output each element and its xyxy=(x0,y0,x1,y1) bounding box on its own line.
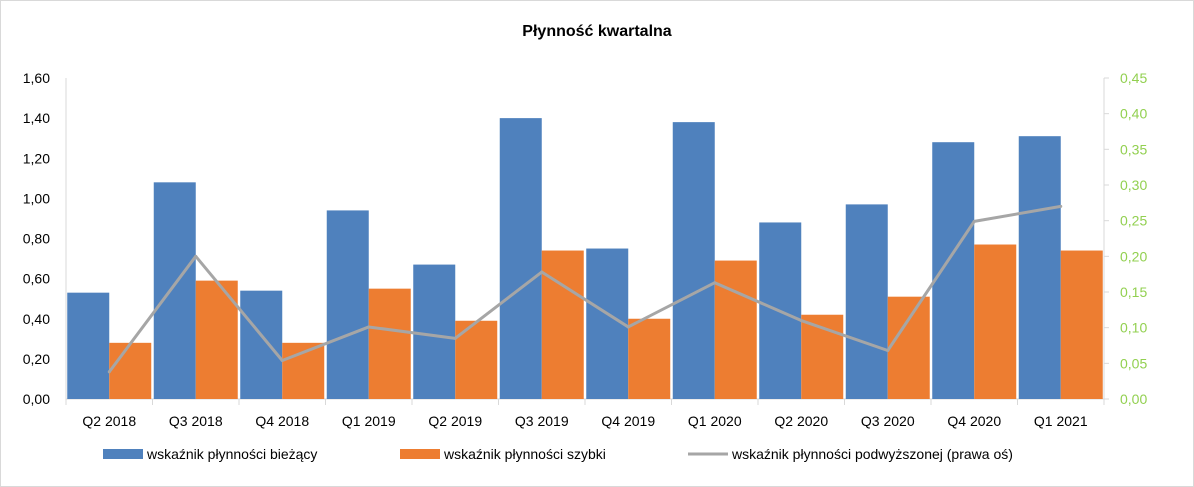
line-podwyzszonej xyxy=(108,204,1062,373)
x-tick-label: Q1 2020 xyxy=(688,413,742,429)
x-tick-label: Q4 2019 xyxy=(601,413,655,429)
y2-tick-label: 0,15 xyxy=(1120,284,1147,300)
bar-biezacy xyxy=(413,264,456,399)
x-tick-label: Q3 2018 xyxy=(169,413,223,429)
line-point xyxy=(886,348,890,352)
bar-szybki xyxy=(109,342,152,399)
y-tick-label: 1,00 xyxy=(23,190,50,206)
bar-biezacy xyxy=(499,118,542,399)
y2-tick-label: 0,10 xyxy=(1120,320,1147,336)
axes: 0,00 0,20 0,40 0,60 0,80 1,00 1,20 1,40 1,60 0,00… xyxy=(23,70,1148,429)
line-point xyxy=(972,219,976,223)
y2-tick-label: 0,05 xyxy=(1120,355,1147,371)
line-point xyxy=(453,336,457,340)
y2-tick-label: 0,25 xyxy=(1120,213,1147,229)
y-tick-label: 0,40 xyxy=(23,311,50,327)
line-point xyxy=(540,270,544,274)
y-tick-label: 0,60 xyxy=(23,271,50,287)
y2-tick-label: 0,30 xyxy=(1120,177,1147,193)
bar-biezacy xyxy=(67,292,110,399)
bars xyxy=(67,118,1103,399)
legend-swatch xyxy=(103,449,143,459)
y2-tick-label: 0,20 xyxy=(1120,248,1147,264)
y2-tick-label: 0,45 xyxy=(1120,70,1147,86)
x-tick-label: Q2 2018 xyxy=(82,413,136,429)
y-tick-label: 1,20 xyxy=(23,150,50,166)
x-tick-label: Q4 2018 xyxy=(255,413,309,429)
bar-biezacy xyxy=(932,142,975,399)
bar-szybki xyxy=(714,260,757,399)
bar-szybki xyxy=(974,244,1017,399)
legend-label: wskaźnik płynności bieżący xyxy=(146,446,317,462)
y2-tick-label: 0,00 xyxy=(1120,391,1147,407)
y2-tick-label: 0,35 xyxy=(1120,141,1147,157)
bar-biezacy xyxy=(153,182,196,399)
line-point xyxy=(194,254,198,258)
line-point xyxy=(626,325,630,329)
line-point xyxy=(280,358,284,362)
y-tick-label: 0,80 xyxy=(23,231,50,247)
bar-biezacy xyxy=(240,290,283,399)
bar-biezacy xyxy=(1018,136,1061,399)
legend: wskaźnik płynności bieżący wskaźnik płynn… xyxy=(103,446,1013,462)
chart-title: Płynność kwartalna xyxy=(522,23,671,40)
line-point xyxy=(367,325,371,329)
bar-biezacy xyxy=(845,204,888,399)
bar-szybki xyxy=(1060,250,1103,399)
bar-szybki xyxy=(628,318,671,399)
x-tick-label: Q2 2019 xyxy=(428,413,482,429)
y-tick-label: 0,00 xyxy=(23,391,50,407)
bar-biezacy xyxy=(326,210,369,399)
y-tick-label: 1,40 xyxy=(23,110,50,126)
line-point xyxy=(107,370,111,374)
y-tick-label: 0,20 xyxy=(23,351,50,367)
legend-swatch xyxy=(400,449,440,459)
y2-tick-label: 0,40 xyxy=(1120,106,1147,122)
y-tick-label: 1,60 xyxy=(23,70,50,86)
legend-label: wskaźnik płynności szybki xyxy=(443,446,606,462)
bar-szybki xyxy=(887,296,930,399)
line-series xyxy=(107,204,1063,374)
x-tick-label: Q1 2021 xyxy=(1034,413,1088,429)
x-tick-label: Q4 2020 xyxy=(947,413,1001,429)
line-point xyxy=(713,281,717,285)
bar-szybki xyxy=(368,288,411,399)
bar-szybki xyxy=(541,250,584,399)
x-tick-label: Q2 2020 xyxy=(774,413,828,429)
x-tick-label: Q3 2020 xyxy=(861,413,915,429)
line-point xyxy=(799,319,803,323)
x-tick-label: Q3 2019 xyxy=(515,413,569,429)
legend-label: wskaźnik płynności podwyższonej (prawa o… xyxy=(731,446,1013,462)
x-tick-label: Q1 2019 xyxy=(342,413,396,429)
bar-biezacy xyxy=(672,122,715,399)
line-point xyxy=(1059,204,1063,208)
